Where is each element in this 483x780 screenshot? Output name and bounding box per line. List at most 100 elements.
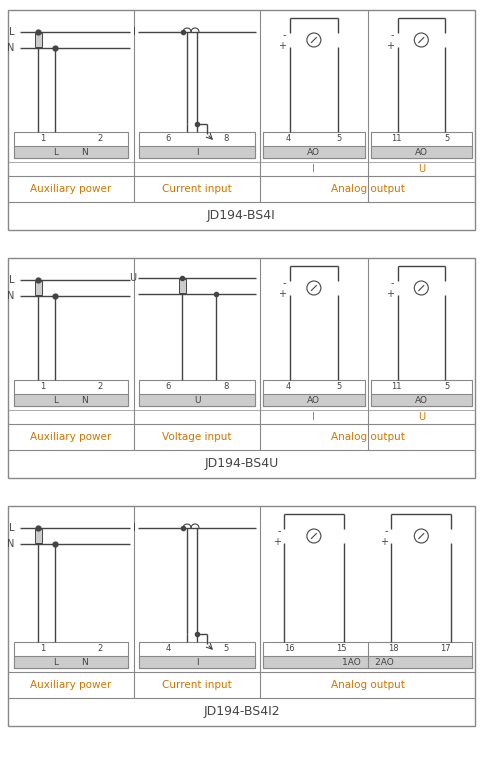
Text: U: U xyxy=(418,412,425,422)
Bar xyxy=(139,642,255,668)
Text: -: - xyxy=(390,30,394,40)
Text: Current input: Current input xyxy=(162,680,232,690)
Bar xyxy=(263,656,472,668)
Text: L: L xyxy=(9,27,14,37)
Bar xyxy=(8,10,475,230)
Text: N: N xyxy=(7,291,14,301)
Text: N: N xyxy=(7,43,14,53)
Bar xyxy=(370,132,472,158)
Text: 1: 1 xyxy=(40,134,45,143)
Text: +: + xyxy=(385,289,394,299)
Text: 2: 2 xyxy=(97,382,102,391)
Text: N: N xyxy=(7,539,14,549)
Bar xyxy=(139,147,255,158)
Text: U: U xyxy=(129,273,136,283)
Text: 1: 1 xyxy=(40,382,45,391)
Bar xyxy=(139,395,255,406)
Text: 11: 11 xyxy=(391,382,401,391)
Text: -: - xyxy=(283,278,286,288)
Bar xyxy=(263,395,365,406)
Text: U: U xyxy=(194,395,200,405)
Bar xyxy=(8,506,475,726)
Text: -: - xyxy=(385,526,388,536)
Text: 8: 8 xyxy=(224,134,229,143)
Bar xyxy=(263,132,365,158)
Text: L: L xyxy=(9,523,14,533)
Bar xyxy=(370,395,472,406)
Text: Analog output: Analog output xyxy=(331,680,405,690)
Text: L        N: L N xyxy=(54,147,88,157)
Bar xyxy=(263,642,472,668)
Text: Auxiliary power: Auxiliary power xyxy=(30,432,112,442)
Text: Auxiliary power: Auxiliary power xyxy=(30,680,112,690)
Bar xyxy=(179,279,185,293)
Text: AO: AO xyxy=(307,147,320,157)
Text: +: + xyxy=(380,537,388,547)
Text: 1: 1 xyxy=(40,644,45,653)
Text: I: I xyxy=(133,523,136,533)
Text: 5: 5 xyxy=(337,382,342,391)
Text: 5: 5 xyxy=(224,644,229,653)
Text: JD194-BS4U: JD194-BS4U xyxy=(204,458,279,470)
Bar xyxy=(139,380,255,406)
Text: 4: 4 xyxy=(286,134,291,143)
Text: +: + xyxy=(278,289,286,299)
Bar xyxy=(14,132,128,158)
Text: L        N: L N xyxy=(54,658,88,667)
Text: 18: 18 xyxy=(388,644,399,653)
Circle shape xyxy=(307,33,321,47)
Text: 2: 2 xyxy=(97,644,102,653)
Text: AO: AO xyxy=(415,395,428,405)
Bar xyxy=(263,147,365,158)
Text: Voltage input: Voltage input xyxy=(162,432,232,442)
Text: AO: AO xyxy=(307,395,320,405)
Bar xyxy=(34,529,42,543)
Circle shape xyxy=(307,281,321,295)
Bar xyxy=(14,642,128,668)
Bar xyxy=(139,132,255,158)
Text: I: I xyxy=(196,658,199,667)
Text: 15: 15 xyxy=(336,644,347,653)
Text: 6: 6 xyxy=(165,382,171,391)
Text: JD194-BS4I: JD194-BS4I xyxy=(207,210,276,222)
Text: Analog output: Analog output xyxy=(331,432,405,442)
Bar xyxy=(14,656,128,668)
Text: 5: 5 xyxy=(337,134,342,143)
Text: +: + xyxy=(273,537,281,547)
Text: 11: 11 xyxy=(391,134,401,143)
Text: Current input: Current input xyxy=(162,184,232,194)
Bar xyxy=(14,380,128,406)
Bar xyxy=(34,281,42,295)
Text: -: - xyxy=(277,526,281,536)
Text: -: - xyxy=(390,278,394,288)
Circle shape xyxy=(414,529,428,543)
Bar xyxy=(14,147,128,158)
Bar xyxy=(370,147,472,158)
Bar xyxy=(139,656,255,668)
Text: L        N: L N xyxy=(54,395,88,405)
Text: 1AO     2AO: 1AO 2AO xyxy=(341,658,394,667)
Text: 4: 4 xyxy=(166,644,170,653)
Text: AO: AO xyxy=(415,147,428,157)
Bar xyxy=(8,258,475,478)
Bar xyxy=(34,33,42,47)
Text: L: L xyxy=(9,275,14,285)
Text: 4: 4 xyxy=(286,382,291,391)
Circle shape xyxy=(414,33,428,47)
Text: 2: 2 xyxy=(97,134,102,143)
Circle shape xyxy=(307,529,321,543)
Circle shape xyxy=(414,281,428,295)
Text: -: - xyxy=(283,30,286,40)
Text: Auxiliary power: Auxiliary power xyxy=(30,184,112,194)
Text: 5: 5 xyxy=(444,134,449,143)
Text: 16: 16 xyxy=(284,644,295,653)
Text: U: U xyxy=(418,164,425,174)
Text: 5: 5 xyxy=(444,382,449,391)
Text: 17: 17 xyxy=(440,644,451,653)
Text: +: + xyxy=(385,41,394,51)
Text: I: I xyxy=(313,164,315,174)
Bar xyxy=(263,380,365,406)
Text: Analog output: Analog output xyxy=(331,184,405,194)
Text: I: I xyxy=(196,147,199,157)
Bar xyxy=(14,395,128,406)
